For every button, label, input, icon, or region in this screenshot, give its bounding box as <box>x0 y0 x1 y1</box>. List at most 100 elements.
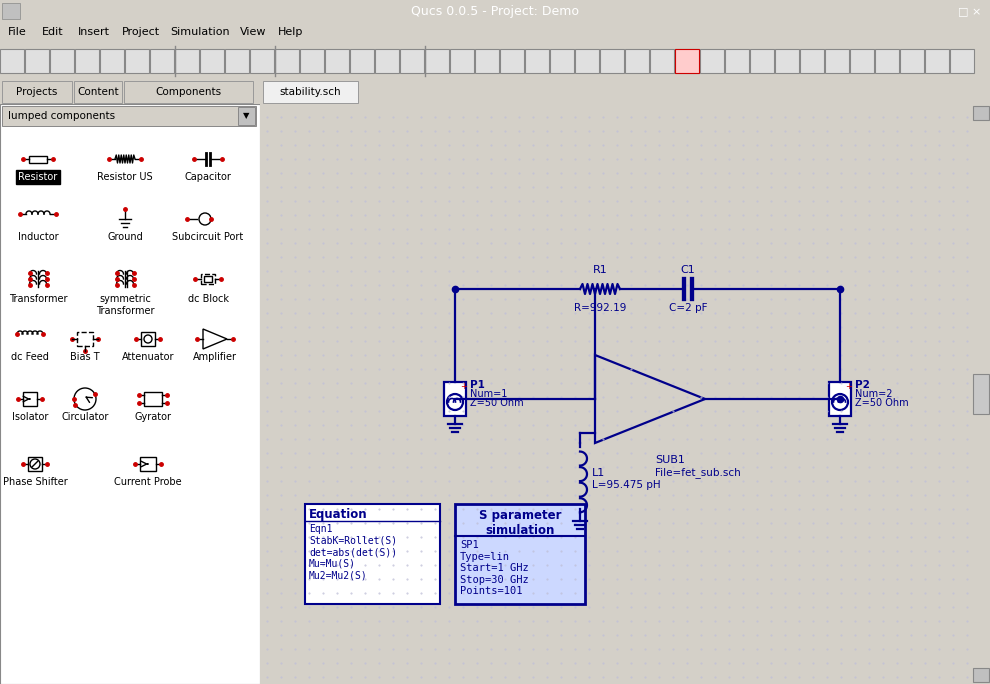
Text: Gyrator: Gyrator <box>135 412 171 422</box>
Bar <box>2 3 20 19</box>
Bar <box>300 49 324 73</box>
Text: Num=1: Num=1 <box>470 389 507 399</box>
Text: symmetric
Transformer: symmetric Transformer <box>96 294 154 315</box>
Text: Capacitor: Capacitor <box>184 172 232 182</box>
Text: Transformer: Transformer <box>9 294 67 304</box>
Text: File: File <box>8 27 27 37</box>
Text: Z=50 Ohm: Z=50 Ohm <box>470 398 524 408</box>
Bar <box>2 106 256 126</box>
Bar <box>675 49 699 73</box>
Text: C=2 pF: C=2 pF <box>669 303 707 313</box>
Text: Circulator: Circulator <box>61 412 109 422</box>
Text: Eqn1
StabK=Rollet(S)
det=abs(det(S))
Mu=Mu(S)
Mu2=Mu2(S): Eqn1 StabK=Rollet(S) det=abs(det(S)) Mu=… <box>309 524 397 580</box>
Bar <box>400 49 424 73</box>
Bar <box>238 107 255 125</box>
Text: C1: C1 <box>681 265 695 275</box>
Bar <box>175 49 199 73</box>
Bar <box>29 155 47 163</box>
Bar <box>575 49 599 73</box>
Bar <box>125 49 149 73</box>
Text: Resistor US: Resistor US <box>97 172 152 182</box>
Bar <box>263 81 358 103</box>
Text: lumped components: lumped components <box>8 111 115 121</box>
Text: Content: Content <box>77 87 119 97</box>
Text: Edit: Edit <box>42 27 63 37</box>
Bar <box>425 49 449 73</box>
Bar <box>2 81 72 103</box>
Bar <box>444 382 466 416</box>
Text: Resistor: Resistor <box>19 172 57 182</box>
Text: L1: L1 <box>592 468 605 478</box>
Text: Equation: Equation <box>309 508 367 521</box>
Bar <box>204 276 212 282</box>
Bar <box>675 49 699 73</box>
Bar <box>325 49 349 73</box>
Bar <box>850 49 874 73</box>
Text: P2: P2 <box>855 380 870 390</box>
Bar <box>925 49 949 73</box>
Bar <box>725 49 749 73</box>
Text: L=95.475 pH: L=95.475 pH <box>592 480 660 490</box>
Text: Qucs 0.0.5 - Project: Demo: Qucs 0.0.5 - Project: Demo <box>411 5 579 18</box>
Text: SUB1: SUB1 <box>655 455 685 465</box>
Text: Project: Project <box>122 27 160 37</box>
Text: Current Probe: Current Probe <box>114 477 182 487</box>
Text: Isolator: Isolator <box>12 412 49 422</box>
Bar <box>973 106 989 120</box>
Bar <box>375 49 399 73</box>
Bar <box>260 682 954 684</box>
Text: R1: R1 <box>593 265 608 275</box>
Text: File=fet_sub.sch: File=fet_sub.sch <box>655 467 741 478</box>
Text: P1: P1 <box>470 380 485 390</box>
Text: Z=50 Ohm: Z=50 Ohm <box>855 398 909 408</box>
Bar <box>829 382 851 416</box>
Text: Simulation: Simulation <box>170 27 230 37</box>
Bar <box>201 274 215 284</box>
Text: Num=2: Num=2 <box>855 389 893 399</box>
Bar <box>250 49 274 73</box>
Bar <box>525 49 549 73</box>
Bar <box>475 49 499 73</box>
Bar <box>650 49 674 73</box>
Text: Insert: Insert <box>78 27 110 37</box>
Text: Projects: Projects <box>16 87 57 97</box>
Bar <box>144 392 162 406</box>
Bar <box>141 332 155 346</box>
Bar <box>261 682 275 684</box>
Text: Inductor: Inductor <box>18 232 58 242</box>
Text: □ ×: □ × <box>958 6 982 16</box>
Bar <box>775 49 799 73</box>
Bar <box>825 49 849 73</box>
Bar <box>800 49 824 73</box>
Text: Attenuator: Attenuator <box>122 352 174 362</box>
Bar <box>74 81 122 103</box>
Bar <box>450 49 474 73</box>
Bar <box>625 49 649 73</box>
Bar <box>973 682 987 684</box>
Bar <box>23 392 37 406</box>
Text: +: + <box>460 382 467 391</box>
Text: dc Block: dc Block <box>187 294 229 304</box>
Bar <box>973 668 989 682</box>
Text: Help: Help <box>278 27 303 37</box>
Bar <box>700 49 724 73</box>
Bar <box>350 49 374 73</box>
Bar <box>455 504 585 604</box>
Bar <box>150 49 174 73</box>
Text: View: View <box>240 27 266 37</box>
Text: Resistor: Resistor <box>19 172 57 182</box>
Text: S parameter
simulation: S parameter simulation <box>479 509 561 537</box>
Bar <box>275 49 299 73</box>
Bar <box>200 49 224 73</box>
Bar <box>140 457 156 471</box>
Text: Phase Shifter: Phase Shifter <box>3 477 67 487</box>
Bar <box>0 49 24 73</box>
Text: stability.sch: stability.sch <box>279 87 341 97</box>
Bar <box>750 49 774 73</box>
Bar <box>77 332 93 346</box>
Bar <box>950 49 974 73</box>
Bar <box>305 504 440 604</box>
Text: SP1
Type=lin
Start=1 GHz
Stop=30 GHz
Points=101: SP1 Type=lin Start=1 GHz Stop=30 GHz Poi… <box>460 540 529 596</box>
Bar <box>875 49 899 73</box>
Bar <box>500 49 524 73</box>
